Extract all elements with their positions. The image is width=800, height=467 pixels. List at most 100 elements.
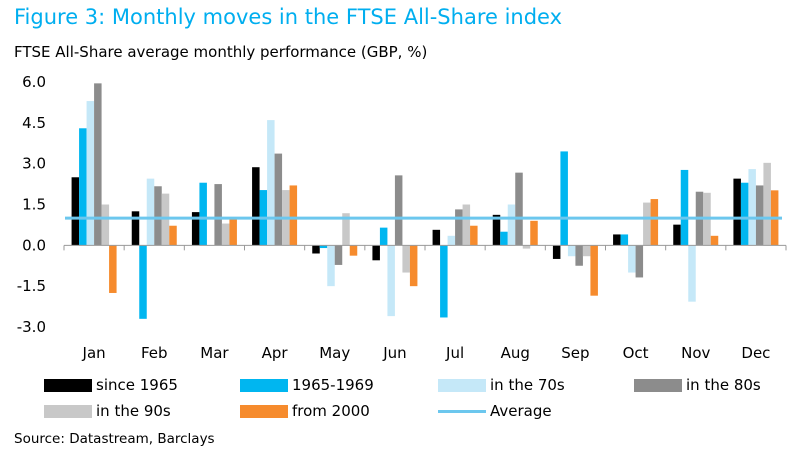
legend-swatch-in-the-80s [634, 378, 682, 392]
x-tick-label-may: May [319, 344, 350, 362]
x-tick-label-oct: Oct [623, 344, 649, 362]
bar-in-the-90s-jan [101, 204, 110, 246]
bar-in-the-70s-may [327, 245, 335, 287]
legend-item-since-1965: since 1965 [44, 374, 178, 396]
bar-1965-1969-sep [560, 151, 568, 246]
bar-in-the-80s-apr [274, 153, 283, 246]
y-tick-label: 3.0 [22, 155, 46, 173]
bar-from-2000-may [349, 245, 358, 256]
chart-legend: since 1965 1965-1969 in the 70s in the 8… [44, 374, 784, 424]
bar-since-1965-jun [372, 245, 380, 261]
bar-1965-1969-mar [199, 182, 207, 246]
bar-in-the-70s-oct [628, 245, 636, 273]
bar-in-the-90s-jul [462, 204, 471, 246]
bar-in-the-70s-jul [447, 235, 456, 246]
x-tick-label-jun: Jun [382, 344, 406, 362]
legend-swatch-in-the-70s [438, 378, 486, 392]
bar-since-1965-jul [432, 229, 441, 246]
legend-item-1965-1969: 1965-1969 [240, 374, 374, 396]
monthly-performance-chart: 6.0 4.5 3.0 1.5 0.0 -1.5 -3.0 Jan Feb Mar Apr May Ju… [17, 73, 787, 362]
bar-in-the-70s-nov [688, 245, 696, 302]
bar-in-the-80s-feb [154, 186, 162, 246]
bar-in-the-90s-aug [522, 245, 531, 249]
chart-source: Source: Datastream, Barclays [14, 431, 215, 447]
x-tick-label-sep: Sep [561, 344, 589, 362]
bar-in-the-90s-may [342, 213, 350, 246]
x-tick-label-jul: Jul [445, 344, 464, 362]
x-tick-label-nov: Nov [681, 344, 710, 362]
legend-label-average: Average [490, 402, 552, 420]
bar-in-the-70s-apr [267, 120, 275, 246]
chart-title: Figure 3: Monthly moves in the FTSE All-… [14, 5, 563, 29]
y-tick-label: 6.0 [22, 73, 46, 91]
bar-in-the-90s-sep [582, 245, 591, 257]
bar-from-2000-oct [650, 199, 659, 246]
bar-1965-1969-jul [440, 245, 448, 318]
bar-in-the-80s-dec [755, 185, 764, 246]
legend-item-average: Average [438, 400, 552, 422]
bar-in-the-80s-jun [394, 175, 403, 246]
bar-1965-1969-feb [139, 245, 147, 319]
bar-in-the-70s-sep [567, 245, 576, 257]
bar-from-2000-mar [229, 218, 237, 246]
x-tick-label-apr: Apr [262, 344, 289, 362]
bar-from-2000-jul [470, 225, 478, 246]
bar-since-1965-oct [613, 234, 621, 246]
y-tick-label: 1.5 [22, 196, 46, 214]
bar-from-2000-jun [409, 245, 418, 287]
bar-1965-1969-aug [500, 231, 508, 246]
y-tick-label: 0.0 [22, 236, 46, 254]
bar-1965-1969-nov [680, 169, 689, 246]
bar-in-the-80s-aug [515, 172, 523, 246]
bar-from-2000-nov [710, 235, 719, 246]
x-tick-label-dec: Dec [741, 344, 770, 362]
legend-swatch-average [438, 409, 486, 413]
bar-in-the-90s-mar [221, 223, 230, 246]
bar-in-the-80s-mar [214, 184, 222, 246]
legend-label-in-the-90s: in the 90s [96, 402, 171, 420]
bar-in-the-90s-jun [402, 245, 410, 273]
bar-in-the-80s-oct [635, 245, 644, 278]
bar-since-1965-nov [673, 224, 681, 246]
y-tick-label: 4.5 [22, 114, 46, 132]
legend-item-in-the-80s: in the 80s [634, 374, 761, 396]
bar-in-the-80s-may [334, 245, 343, 265]
legend-item-in-the-90s: in the 90s [44, 400, 171, 422]
legend-swatch-1965-1969 [240, 378, 288, 392]
legend-item-in-the-70s: in the 70s [438, 374, 565, 396]
bar-since-1965-aug [492, 214, 501, 246]
bar-in-the-80s-jan [94, 83, 102, 246]
bar-since-1965-may [312, 245, 320, 254]
legend-label-since-1965: since 1965 [96, 376, 178, 394]
bar-in-the-90s-dec [763, 162, 771, 246]
bar-1965-1969-dec [740, 182, 749, 246]
legend-label-1965-1969: 1965-1969 [292, 376, 374, 394]
bar-since-1965-jan [71, 177, 80, 246]
x-tick-label-feb: Feb [141, 344, 168, 362]
bar-in-the-70s-jan [86, 101, 95, 246]
bar-from-2000-aug [530, 220, 538, 246]
bar-from-2000-sep [590, 245, 598, 296]
bar-in-the-80s-jul [455, 209, 463, 246]
bar-1965-1969-jan [79, 128, 87, 246]
legend-item-from-2000: from 2000 [240, 400, 370, 422]
x-tick-label-mar: Mar [200, 344, 229, 362]
bar-since-1965-dec [733, 178, 741, 246]
y-tick-label: -3.0 [17, 318, 46, 336]
bar-from-2000-feb [169, 225, 177, 246]
bar-from-2000-apr [289, 185, 298, 246]
y-tick-label: -1.5 [17, 277, 46, 295]
bar-in-the-70s-feb [146, 178, 155, 246]
legend-swatch-from-2000 [240, 404, 288, 418]
bar-1965-1969-jun [379, 227, 388, 246]
bar-1965-1969-oct [620, 234, 629, 246]
bar-from-2000-jan [109, 245, 117, 293]
bar-since-1965-sep [552, 245, 561, 259]
bar-in-the-90s-oct [643, 202, 651, 246]
chart-subtitle: FTSE All-Share average monthly performan… [14, 43, 428, 61]
legend-label-from-2000: from 2000 [292, 402, 370, 420]
legend-swatch-since-1965 [44, 378, 92, 392]
x-tick-label-aug: Aug [501, 344, 530, 362]
legend-swatch-in-the-90s [44, 404, 92, 418]
legend-label-in-the-70s: in the 70s [490, 376, 565, 394]
